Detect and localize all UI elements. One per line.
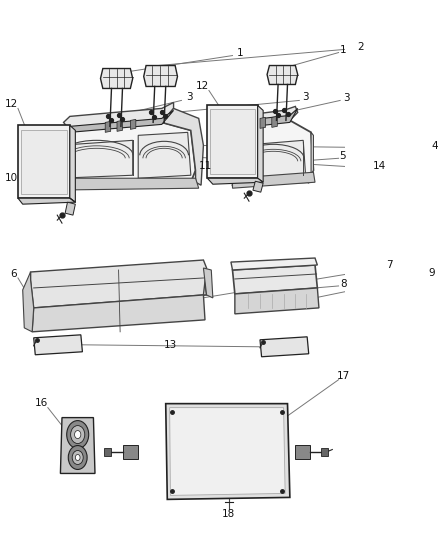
Polygon shape xyxy=(31,268,207,308)
Text: 4: 4 xyxy=(432,141,438,151)
Text: 2: 2 xyxy=(357,42,364,52)
Text: 16: 16 xyxy=(35,398,48,408)
Circle shape xyxy=(67,421,89,449)
Text: 1: 1 xyxy=(237,47,244,58)
Text: 5: 5 xyxy=(339,151,346,161)
Text: 17: 17 xyxy=(337,371,350,381)
Polygon shape xyxy=(231,258,318,270)
Polygon shape xyxy=(207,106,258,178)
Text: 8: 8 xyxy=(340,279,346,289)
Text: 11: 11 xyxy=(198,161,212,171)
Polygon shape xyxy=(105,122,111,132)
Text: 3: 3 xyxy=(302,92,309,102)
Polygon shape xyxy=(32,295,205,332)
Polygon shape xyxy=(144,66,177,86)
Polygon shape xyxy=(18,198,75,204)
Circle shape xyxy=(71,425,85,443)
Polygon shape xyxy=(104,448,111,456)
Polygon shape xyxy=(243,140,306,178)
Polygon shape xyxy=(321,448,328,456)
Polygon shape xyxy=(18,125,70,198)
Text: 18: 18 xyxy=(222,510,235,519)
Text: 12: 12 xyxy=(196,82,209,92)
Polygon shape xyxy=(235,107,298,124)
Polygon shape xyxy=(123,445,138,459)
Polygon shape xyxy=(235,288,319,314)
Polygon shape xyxy=(23,272,34,332)
Polygon shape xyxy=(31,260,207,308)
Polygon shape xyxy=(272,116,277,127)
Polygon shape xyxy=(117,120,123,131)
Polygon shape xyxy=(260,117,265,128)
Polygon shape xyxy=(258,106,263,182)
Polygon shape xyxy=(253,181,263,192)
Text: 1: 1 xyxy=(340,45,346,54)
Circle shape xyxy=(74,431,81,439)
Polygon shape xyxy=(235,108,298,132)
Polygon shape xyxy=(42,146,49,190)
Text: 3: 3 xyxy=(186,92,193,102)
Polygon shape xyxy=(70,125,75,202)
Polygon shape xyxy=(211,109,254,174)
Polygon shape xyxy=(64,102,173,131)
Polygon shape xyxy=(295,445,310,459)
Polygon shape xyxy=(100,69,133,88)
Circle shape xyxy=(72,450,83,464)
Polygon shape xyxy=(34,335,82,355)
Text: 9: 9 xyxy=(428,268,434,278)
Polygon shape xyxy=(207,178,263,184)
Text: 14: 14 xyxy=(373,161,386,171)
Text: 3: 3 xyxy=(343,93,350,103)
Polygon shape xyxy=(233,172,315,188)
Polygon shape xyxy=(162,108,203,185)
Polygon shape xyxy=(60,140,133,178)
Polygon shape xyxy=(46,178,199,190)
Text: 12: 12 xyxy=(5,100,18,109)
Polygon shape xyxy=(60,417,95,473)
Text: 13: 13 xyxy=(164,340,177,350)
Polygon shape xyxy=(260,337,309,357)
Polygon shape xyxy=(267,66,298,84)
Polygon shape xyxy=(307,132,314,183)
Polygon shape xyxy=(203,268,213,298)
Polygon shape xyxy=(233,265,318,294)
Text: 7: 7 xyxy=(386,260,393,270)
Circle shape xyxy=(68,446,87,470)
Polygon shape xyxy=(166,403,290,499)
Polygon shape xyxy=(64,110,173,139)
Text: 10: 10 xyxy=(5,173,18,183)
Polygon shape xyxy=(49,123,196,182)
Text: 6: 6 xyxy=(10,269,17,279)
Polygon shape xyxy=(170,408,285,495)
Polygon shape xyxy=(138,132,191,178)
Polygon shape xyxy=(131,119,136,130)
Polygon shape xyxy=(65,202,75,215)
Polygon shape xyxy=(233,120,314,185)
Circle shape xyxy=(75,455,80,461)
Polygon shape xyxy=(21,131,67,194)
